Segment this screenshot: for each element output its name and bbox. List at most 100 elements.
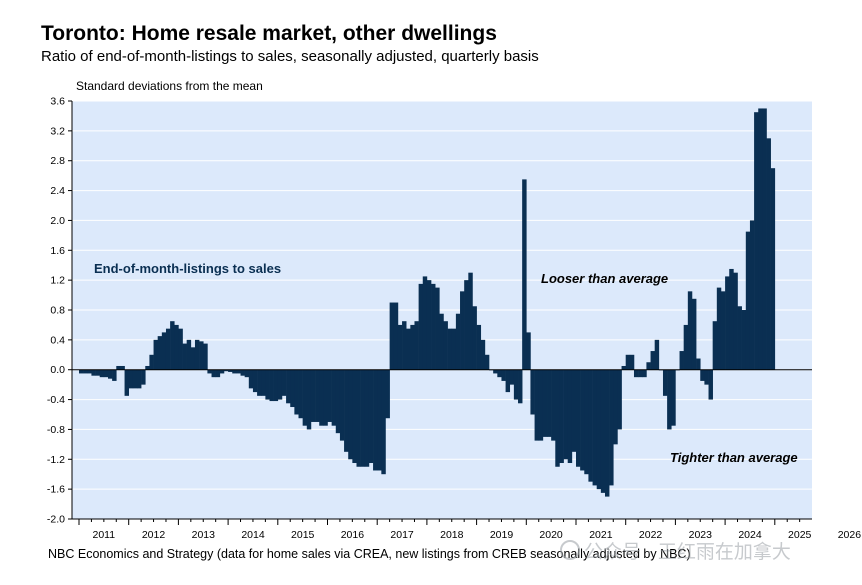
y-tick-label: 3.6 <box>50 96 65 108</box>
bar <box>165 328 171 370</box>
bar <box>116 365 121 370</box>
bar <box>107 369 113 379</box>
bar <box>696 358 701 370</box>
x-tick-label: 2013 <box>192 529 216 541</box>
bar <box>136 369 142 389</box>
x-tick-label: 2022 <box>639 529 663 541</box>
bar <box>290 369 295 408</box>
bar <box>642 369 647 378</box>
bar <box>194 339 200 370</box>
bar <box>468 272 473 370</box>
bar <box>600 369 606 493</box>
bar <box>538 369 544 441</box>
bar <box>364 369 370 467</box>
y-tick-label: 0.0 <box>50 364 65 376</box>
bar <box>638 369 643 378</box>
bar <box>563 369 569 460</box>
bar <box>381 369 386 475</box>
bar <box>99 369 105 378</box>
bar <box>294 369 299 415</box>
bar <box>124 369 129 396</box>
bar <box>277 369 283 400</box>
bar <box>157 336 163 370</box>
bar <box>269 369 274 402</box>
x-tick-label: 2023 <box>689 529 713 541</box>
bar <box>476 324 482 370</box>
y-tick-label: 1.6 <box>50 245 65 257</box>
bar <box>625 354 631 370</box>
y-tick-label: 0.8 <box>50 305 65 317</box>
y-axis: 3.6 3.2 2.8 2.4 2.0 1.6 1.2 0.8 0.4 0.0 -0.4 -0.8 -1… <box>47 96 73 526</box>
bar <box>79 369 84 374</box>
y-tick-label: -1.2 <box>47 454 65 466</box>
bar <box>741 310 747 370</box>
x-tick-label: 2019 <box>490 529 514 541</box>
bar <box>426 280 432 370</box>
bar <box>687 291 693 370</box>
bar <box>223 369 229 372</box>
bar <box>542 369 548 437</box>
bar <box>91 369 96 376</box>
bar <box>190 347 196 370</box>
bar <box>770 168 776 370</box>
gridlines <box>72 100 812 520</box>
bar <box>580 369 585 471</box>
watermark: 公众号 · 王红雨在加拿大 <box>560 537 791 564</box>
bar <box>729 268 734 370</box>
x-tick-label: 2018 <box>440 529 464 541</box>
source-note: NBC Economics and Strategy (data for hom… <box>48 547 691 561</box>
x-tick-label: 2012 <box>142 529 166 541</box>
bar <box>323 369 328 426</box>
bar <box>418 283 424 370</box>
bar <box>406 328 411 370</box>
bar <box>153 339 158 370</box>
bar <box>501 369 506 381</box>
bar <box>149 354 154 370</box>
bar <box>671 369 676 426</box>
chart-title: Toronto: Home resale market, other dwell… <box>41 22 497 45</box>
bar <box>435 287 440 370</box>
bar <box>141 369 146 385</box>
chart-subtitle: Ratio of end-of-month-listings to sales,… <box>41 48 539 65</box>
bar <box>83 369 88 374</box>
x-tick-label: 2024 <box>738 529 762 541</box>
bar <box>745 231 751 370</box>
x-tick-label: 2021 <box>589 529 613 541</box>
y-tick-label: -0.4 <box>47 394 65 406</box>
bar <box>132 369 138 389</box>
bar <box>555 369 560 467</box>
bar <box>571 369 577 452</box>
bar <box>691 298 697 370</box>
bar <box>513 369 519 400</box>
bar <box>360 369 366 467</box>
bar <box>327 369 332 422</box>
bar <box>551 369 556 441</box>
bar <box>646 362 651 370</box>
bar <box>228 369 233 372</box>
series-label: End-of-month-listings to sales <box>94 261 281 276</box>
bar <box>219 369 225 374</box>
bar <box>161 332 167 370</box>
bar <box>306 369 312 430</box>
bar <box>298 369 303 419</box>
bar <box>414 321 419 370</box>
bar <box>422 276 428 370</box>
bar <box>373 369 378 471</box>
bar <box>720 291 726 370</box>
bar <box>211 369 216 378</box>
bar <box>87 369 92 374</box>
bar <box>604 369 610 497</box>
bar <box>257 369 262 396</box>
bar <box>261 369 266 396</box>
bar <box>716 287 722 370</box>
x-tick-label: 2014 <box>241 529 265 541</box>
bar <box>265 369 270 400</box>
bar <box>621 365 626 370</box>
bar <box>410 324 415 370</box>
bar <box>493 369 498 374</box>
bar <box>385 369 390 419</box>
bar <box>749 220 755 370</box>
bar <box>178 328 183 370</box>
bar <box>352 369 357 464</box>
